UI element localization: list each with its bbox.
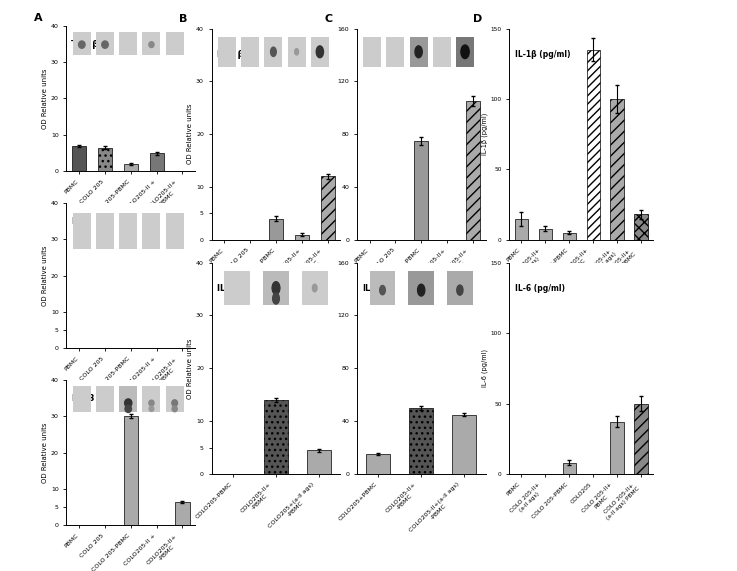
Bar — [124, 164, 138, 171]
FancyBboxPatch shape — [225, 271, 251, 305]
Text: C: C — [324, 14, 332, 25]
Y-axis label: OD Relative units: OD Relative units — [187, 104, 193, 164]
FancyBboxPatch shape — [96, 31, 114, 55]
FancyBboxPatch shape — [447, 271, 473, 305]
Circle shape — [312, 284, 317, 292]
Circle shape — [380, 286, 385, 295]
Bar — [466, 101, 480, 240]
Circle shape — [149, 406, 154, 412]
Bar — [307, 450, 331, 474]
Bar — [610, 99, 624, 240]
FancyBboxPatch shape — [142, 31, 161, 55]
Bar — [264, 400, 288, 474]
Circle shape — [415, 46, 422, 58]
FancyBboxPatch shape — [119, 31, 137, 55]
FancyBboxPatch shape — [119, 213, 137, 250]
Circle shape — [125, 399, 132, 407]
FancyBboxPatch shape — [265, 37, 282, 67]
FancyBboxPatch shape — [302, 271, 327, 305]
Text: TGF β1: TGF β1 — [71, 40, 105, 49]
Circle shape — [172, 400, 178, 406]
FancyBboxPatch shape — [410, 37, 427, 67]
Y-axis label: IL-6 (pg/ml): IL-6 (pg/ml) — [481, 349, 488, 387]
Circle shape — [125, 405, 131, 412]
Bar — [514, 219, 528, 240]
Text: IL-1 β: IL-1 β — [217, 284, 243, 293]
FancyBboxPatch shape — [287, 37, 306, 67]
FancyBboxPatch shape — [263, 271, 289, 305]
FancyBboxPatch shape — [241, 37, 259, 67]
Circle shape — [295, 49, 298, 55]
FancyBboxPatch shape — [73, 31, 91, 55]
Bar — [562, 233, 576, 240]
Bar — [587, 50, 600, 240]
FancyBboxPatch shape — [369, 271, 395, 305]
Bar — [610, 422, 624, 474]
Circle shape — [418, 284, 425, 296]
Bar — [635, 404, 648, 474]
Text: IL-13: IL-13 — [71, 395, 95, 403]
Text: IL-6 (pg/ml): IL-6 (pg/ml) — [515, 284, 565, 293]
Circle shape — [457, 285, 463, 295]
Bar — [539, 228, 552, 240]
Circle shape — [270, 47, 276, 57]
FancyBboxPatch shape — [96, 213, 114, 250]
FancyBboxPatch shape — [311, 37, 329, 67]
Circle shape — [273, 293, 279, 304]
Circle shape — [461, 45, 469, 59]
Text: D: D — [473, 14, 483, 25]
Circle shape — [172, 406, 177, 412]
Bar — [562, 463, 576, 474]
FancyBboxPatch shape — [456, 37, 474, 67]
Bar — [150, 153, 164, 171]
FancyBboxPatch shape — [166, 31, 184, 55]
FancyBboxPatch shape — [386, 37, 405, 67]
Text: IL-1β (pg/ml): IL-1β (pg/ml) — [515, 50, 570, 59]
Y-axis label: OD Relative units: OD Relative units — [42, 69, 48, 128]
Circle shape — [79, 41, 85, 49]
FancyBboxPatch shape — [166, 385, 184, 412]
Text: IL-6: IL-6 — [362, 50, 380, 59]
Circle shape — [149, 400, 154, 406]
Y-axis label: OD Relative units: OD Relative units — [187, 338, 193, 399]
Text: IL-4: IL-4 — [71, 217, 89, 226]
Y-axis label: OD Relative units: OD Relative units — [42, 246, 48, 305]
FancyBboxPatch shape — [363, 37, 381, 67]
Y-axis label: IL-1β (pg/ml): IL-1β (pg/ml) — [481, 113, 488, 155]
Bar — [295, 235, 309, 240]
FancyBboxPatch shape — [73, 213, 91, 250]
Bar — [269, 219, 283, 240]
FancyBboxPatch shape — [142, 385, 161, 412]
Circle shape — [149, 42, 154, 47]
FancyBboxPatch shape — [218, 37, 236, 67]
FancyBboxPatch shape — [166, 213, 184, 250]
FancyBboxPatch shape — [119, 385, 137, 412]
FancyBboxPatch shape — [96, 385, 114, 412]
Bar — [366, 454, 390, 474]
Bar — [98, 148, 112, 171]
Bar — [321, 176, 335, 240]
FancyBboxPatch shape — [142, 213, 161, 250]
Text: A: A — [34, 13, 43, 23]
Bar — [409, 408, 433, 474]
Circle shape — [272, 282, 280, 295]
FancyBboxPatch shape — [408, 271, 434, 305]
Bar — [635, 215, 648, 240]
Bar — [453, 415, 476, 474]
Bar — [72, 146, 86, 171]
FancyBboxPatch shape — [73, 385, 91, 412]
Text: B: B — [179, 14, 188, 25]
Bar — [124, 416, 138, 525]
Bar — [414, 141, 428, 240]
Y-axis label: OD Relative units: OD Relative units — [42, 423, 48, 482]
Bar — [175, 502, 189, 525]
Text: IL-6: IL-6 — [362, 284, 380, 293]
Circle shape — [102, 41, 108, 49]
FancyBboxPatch shape — [433, 37, 451, 67]
Circle shape — [316, 46, 324, 58]
Text: IL-1 β: IL-1 β — [217, 50, 243, 59]
